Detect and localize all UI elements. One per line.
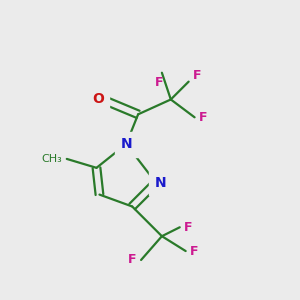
Text: N: N — [120, 137, 132, 151]
Text: F: F — [199, 111, 208, 124]
Text: F: F — [128, 254, 136, 266]
Text: F: F — [190, 244, 199, 258]
Text: F: F — [193, 69, 202, 82]
Text: N: N — [154, 176, 166, 190]
Text: F: F — [155, 76, 163, 89]
Text: F: F — [184, 221, 193, 234]
Text: O: O — [92, 92, 104, 106]
Text: CH₃: CH₃ — [42, 154, 62, 164]
